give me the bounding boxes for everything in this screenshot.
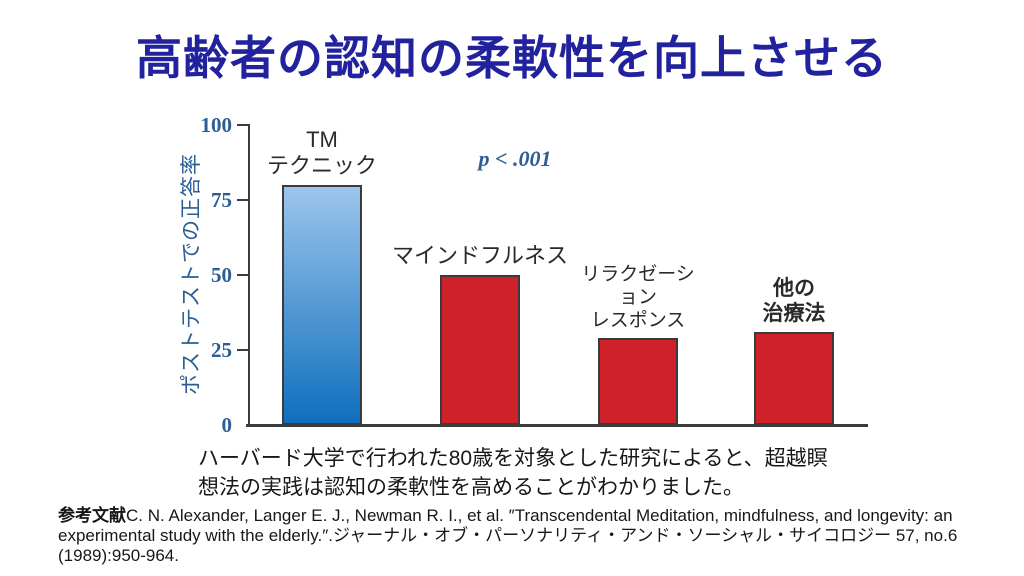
y-tick xyxy=(237,349,248,351)
y-tick-label: 50 xyxy=(211,263,232,287)
bar-label-mindfulness: マインドフルネス xyxy=(391,243,568,268)
reference-text: C. N. Alexander, Langer E. J., Newman R.… xyxy=(58,506,958,565)
bar-relaxation-response xyxy=(598,338,678,425)
x-axis-line xyxy=(246,424,868,427)
caption-text: ハーバード大学で行われた80歳を対象とした研究によると、超越瞑 想法の実践は認知… xyxy=(198,447,828,499)
y-tick-label: 25 xyxy=(211,338,232,362)
y-tick-label: 0 xyxy=(221,413,233,437)
y-tick-label: 75 xyxy=(211,188,232,212)
reference-citation: 参考文献C. N. Alexander, Langer E. J., Newma… xyxy=(58,506,983,566)
y-tick xyxy=(237,274,248,276)
bar-tm-technique xyxy=(282,185,362,425)
y-tick-label: 100 xyxy=(200,113,233,137)
reference-label: 参考文献 xyxy=(58,506,126,525)
y-tick xyxy=(237,124,248,126)
p-value-annotation: p < .001 xyxy=(478,146,552,171)
bar-label-relaxation-response: リラクゼーシ ョン レスポンス xyxy=(581,264,695,331)
bar-label-tm-technique: TM テクニック xyxy=(266,127,377,178)
bar-other-treatments xyxy=(754,332,834,425)
y-axis-line xyxy=(248,124,250,425)
slide-title: 高齢者の認知の柔軟性を向上させる xyxy=(136,32,888,84)
y-tick xyxy=(237,199,248,201)
bar-label-other-treatments: 他の 治療法 xyxy=(762,277,826,325)
bar-mindfulness xyxy=(440,275,520,425)
